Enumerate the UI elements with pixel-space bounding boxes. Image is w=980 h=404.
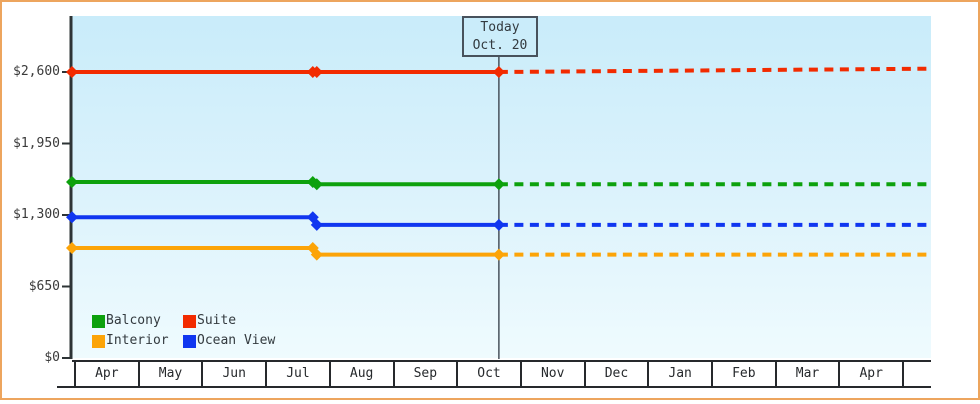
y-axis-tick-label: $0 [44,350,60,365]
today-date: Oct. 20 [472,38,528,53]
legend-item-interior: Interior [92,334,169,348]
series-line-solid [72,215,499,227]
legend-item-balcony: Balcony [92,314,161,328]
x-axis-month-cell: Oct [456,362,520,386]
data-point-marker [492,66,505,78]
series-line-projected [498,66,932,74]
data-point-marker [66,66,78,78]
data-point-marker [310,218,323,231]
y-axis-tick-label: $1,950 [13,135,60,151]
x-axis-month-cell: Apr [74,362,138,386]
legend-item-suite: Suite [183,314,236,328]
legend-label: Balcony [106,313,161,328]
x-axis-month-cell: Aug [328,362,393,386]
legend-swatch-interior [92,334,105,348]
today-marker-box: Today Oct. 20 [462,16,538,57]
x-axis-month-cell: Jan [647,362,711,386]
data-point-marker [66,211,78,224]
x-axis-month-cell: Feb [711,362,775,386]
series-line-solid [72,246,499,257]
legend-label: Suite [197,313,237,328]
series-line-solid [72,180,499,187]
y-axis-tick-label: $650 [28,278,60,294]
x-axis-month-cell-partial [902,362,930,386]
x-axis-month-cell: Apr [838,362,902,386]
legend-label: Interior [106,333,169,348]
y-axis-tick-label: $2,600 [13,64,60,79]
data-point-marker [492,218,505,231]
legend-swatch-balcony [92,314,105,328]
legend-swatch-suite [183,314,196,328]
legend-label: Ocean View [197,333,276,348]
x-axis-month-cell: Dec [583,362,648,386]
legend-swatch-ocean-view [183,334,196,348]
data-point-marker [310,248,323,261]
today-label: Today [480,20,520,35]
legend-item-ocean-view: Ocean View [183,334,275,348]
y-axis-tick-label: $1,300 [13,207,60,222]
x-axis-month-cell: Sep [392,362,457,386]
x-axis: Apr May Jun Jul Aug Sep Oct Nov Dec Jan Feb Mar Apr [72,360,931,388]
data-point-marker [492,178,505,191]
x-axis-month-cell: Nov [519,362,584,386]
data-point-marker [66,242,78,254]
data-point-marker [492,248,505,261]
x-axis-month-cell: Mar [774,362,839,386]
x-axis-month-cell: Jul [265,362,329,386]
x-axis-baseline-extension [57,386,73,388]
data-point-marker [310,178,323,191]
x-axis-month-cell: Jun [201,362,265,386]
data-point-marker [66,176,78,188]
data-point-marker [310,66,323,78]
x-axis-month-cell: May [137,362,202,386]
